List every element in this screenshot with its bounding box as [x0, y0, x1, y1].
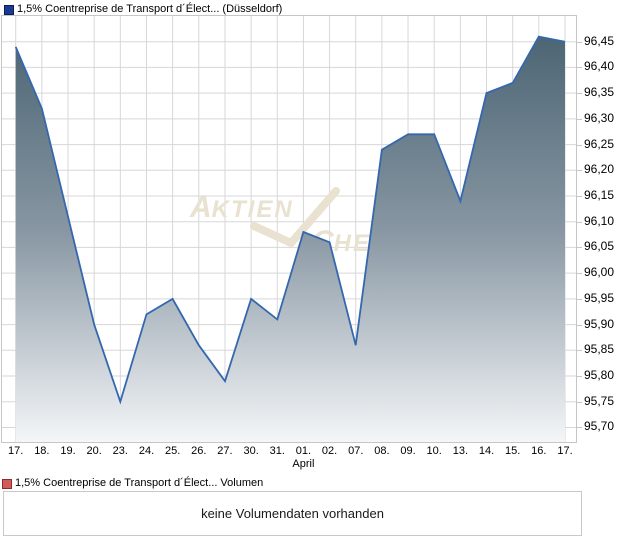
volume-empty-message: keine Volumendaten vorhanden [201, 506, 384, 521]
y-axis-tick [577, 196, 582, 197]
x-axis-label: 24. [138, 445, 155, 457]
y-axis-tick [577, 118, 582, 120]
y-axis-tick [577, 273, 582, 275]
price-line-series [14, 35, 566, 405]
x-axis-label: 18. [34, 445, 50, 457]
y-axis-tick [577, 93, 582, 95]
y-axis-label: 96,10 [584, 213, 615, 228]
y-axis-tick [577, 170, 582, 172]
y-axis-label: 95,90 [584, 316, 615, 331]
x-axis-label: 31. [269, 445, 285, 457]
y-axis-tick [577, 401, 582, 403]
x-axis-label: 07. [348, 445, 364, 457]
volume-panel: keine Volumendaten vorhanden [3, 491, 582, 536]
y-axis-label: 96,35 [584, 85, 615, 100]
x-axis-label: 19. [60, 445, 76, 457]
x-axis-label: 08. [374, 445, 390, 457]
x-axis-label: 17. [8, 445, 24, 457]
y-axis-tick [577, 41, 582, 43]
y-axis-tick [577, 247, 582, 249]
y-axis-tick [577, 298, 582, 300]
y-axis-tick [577, 350, 582, 352]
x-axis-label: 25. [164, 445, 181, 457]
x-axis-month-label: April [292, 458, 315, 470]
y-axis-tick [577, 67, 582, 69]
y-axis-label: 96,25 [584, 136, 615, 151]
y-axis-label: 96,05 [584, 239, 615, 254]
y-axis-label: 95,70 [584, 419, 615, 434]
watermark-check-icon [250, 187, 340, 247]
y-axis-label: 95,95 [584, 290, 615, 305]
x-axis-label: 15. [505, 445, 521, 457]
x-axis-label: 16. [531, 445, 547, 457]
y-axis-label: 96,00 [584, 265, 615, 280]
x-axis-label: 17. [557, 445, 573, 457]
x-axis-label: 27. [217, 445, 233, 457]
volume-series-title: 1,5% Coentreprise de Transport d´Élect..… [15, 477, 264, 489]
x-axis-label: 02. [321, 445, 338, 457]
svg-text:AKTIEN: AKTIEN [189, 191, 294, 224]
y-axis-label: 96,45 [584, 33, 615, 48]
price-chart-svg: AKTIENCHECK [2, 16, 576, 442]
y-axis-tick [577, 427, 582, 429]
x-axis-label: 26. [191, 445, 207, 457]
y-axis-label: 95,75 [584, 393, 615, 408]
volume-series-swatch-icon [2, 479, 12, 489]
x-axis-label: 09. [400, 445, 416, 457]
y-axis-label: 96,30 [584, 110, 615, 125]
y-axis-label: 96,20 [584, 162, 615, 177]
x-axis-label: 23. [112, 445, 128, 457]
price-series-title: 1,5% Coentreprise de Transport d´Élect..… [17, 3, 283, 15]
x-axis-label: 20. [86, 445, 102, 457]
chart-plot-area[interactable]: AKTIENCHECK [1, 15, 577, 443]
y-axis-label: 95,85 [584, 342, 615, 357]
price-area-fill [15, 36, 565, 442]
x-axis-label: 01. [295, 445, 312, 457]
x-axis-label: 10. [426, 445, 442, 457]
x-axis-label: 14. [478, 445, 495, 457]
y-axis-label: 96,15 [584, 188, 615, 202]
price-series-swatch-icon [4, 5, 14, 15]
y-axis-tick [577, 324, 582, 326]
y-axis-tick [577, 144, 582, 146]
x-axis-label: 30. [243, 445, 259, 457]
y-axis-label: 95,80 [584, 368, 615, 382]
x-axis-label: 13. [452, 445, 468, 457]
y-axis-label: 96,40 [584, 59, 615, 74]
y-axis-tick [577, 221, 582, 223]
y-axis-tick [577, 376, 582, 377]
